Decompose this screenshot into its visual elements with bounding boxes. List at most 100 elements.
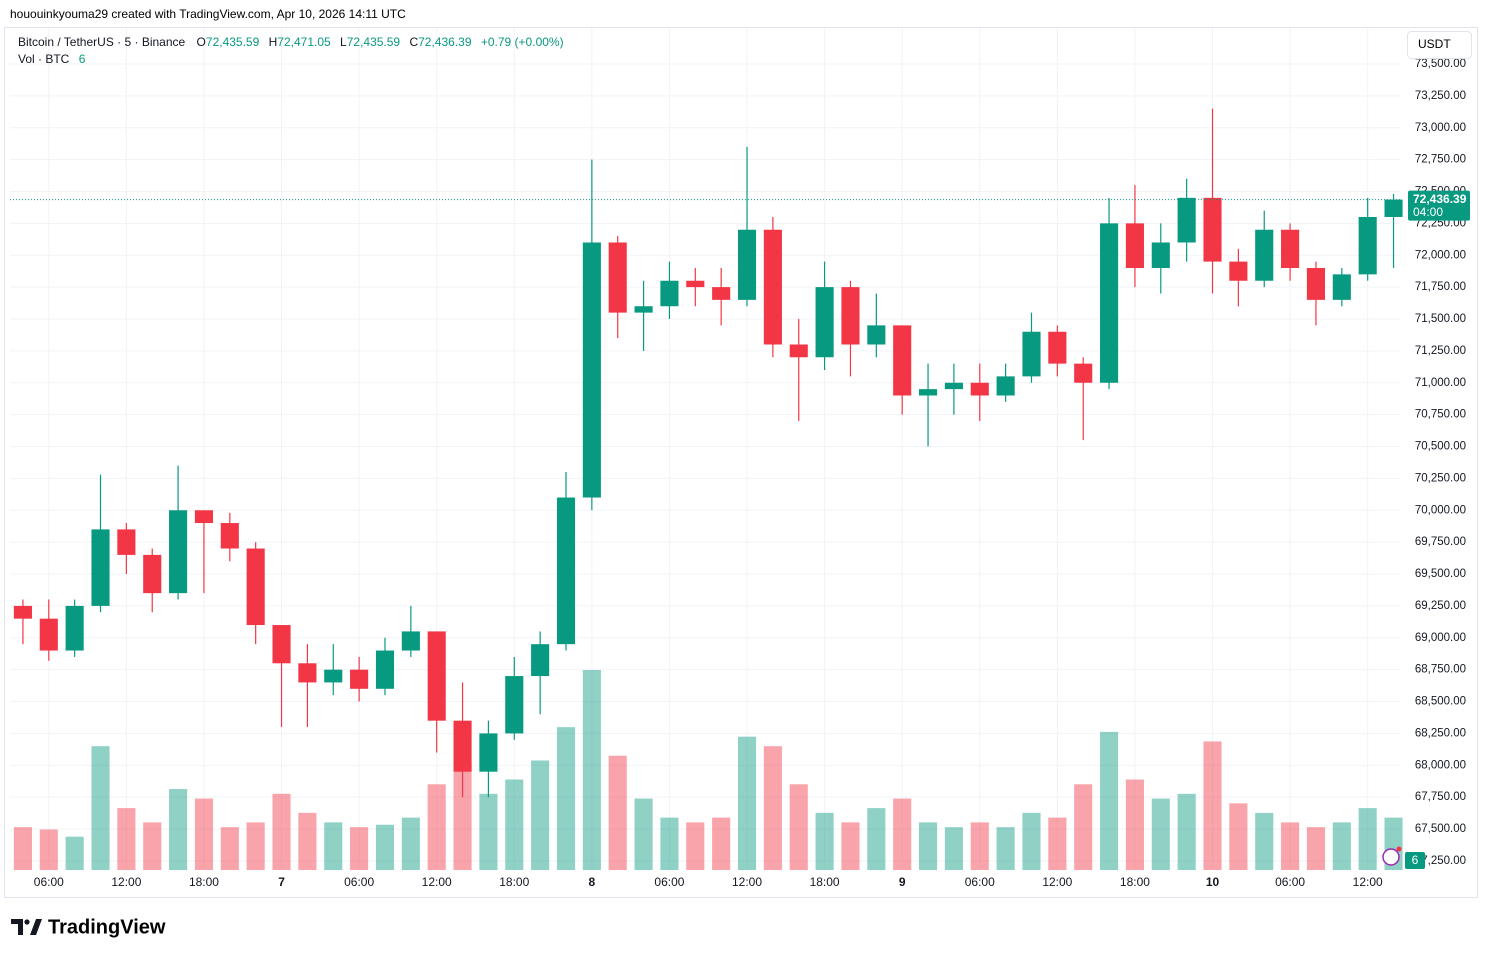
y-tick-label: 71,500.00 <box>1415 313 1466 325</box>
candle-body <box>634 306 653 313</box>
volume-bar <box>1203 741 1222 870</box>
close-label: C <box>409 35 419 49</box>
volume-bar <box>763 746 782 870</box>
volume-bar <box>1100 731 1119 870</box>
candle-body <box>1358 216 1377 275</box>
volume-bar <box>39 829 58 870</box>
close-value: 72,436.39 <box>418 35 472 49</box>
candle-body <box>246 548 265 626</box>
candle-body <box>660 280 679 307</box>
candle-body <box>220 523 239 549</box>
candle-body <box>91 529 110 606</box>
volume-bar <box>13 827 32 870</box>
footer-logo <box>11 919 42 935</box>
volume-bar <box>143 822 162 870</box>
volume-bar <box>608 755 627 870</box>
volume-bar <box>65 836 84 870</box>
footer-brand: TradingView <box>48 916 166 938</box>
x-tick-label: 18:00 <box>189 875 219 889</box>
candle-body <box>1255 229 1274 281</box>
candle-body <box>117 529 136 555</box>
volume-bar <box>1125 779 1144 870</box>
candle-body <box>375 650 395 689</box>
volume-bar <box>1151 798 1170 870</box>
alert-dot <box>1396 846 1402 852</box>
candle-body <box>918 389 938 396</box>
candle-body <box>1229 261 1248 281</box>
x-tick-label: 12:00 <box>732 875 762 889</box>
candle-body <box>350 669 369 689</box>
candle-body <box>789 344 808 358</box>
y-tick-label: 69,500.00 <box>1415 568 1466 580</box>
candle-body <box>1100 223 1119 383</box>
candle-body <box>893 325 912 396</box>
low-value: 72,435.59 <box>346 35 401 49</box>
x-tick-label: 06:00 <box>344 875 374 889</box>
y-tick-label: 70,750.00 <box>1415 409 1466 421</box>
caption: hououinkyouma29 created with TradingView… <box>10 7 406 21</box>
x-tick-label: 12:00 <box>1042 875 1072 889</box>
volume-bar <box>1332 822 1351 870</box>
candle-body <box>970 382 989 396</box>
last-price-label: 72,436.39 <box>1413 192 1467 206</box>
change-value: +0.79 (+0.00%) <box>480 35 564 49</box>
x-tick-label: 8 <box>589 875 596 889</box>
candle-body <box>1203 197 1222 262</box>
volume-bar <box>582 670 601 870</box>
y-tick-label: 69,000.00 <box>1415 632 1466 644</box>
candle-body <box>427 631 446 721</box>
open-value: 72,435.59 <box>205 35 260 49</box>
y-tick-label: 69,250.00 <box>1415 600 1466 612</box>
candle-body <box>1281 229 1300 268</box>
x-tick-label: 18:00 <box>1120 875 1150 889</box>
symbol-title: Bitcoin / TetherUS · 5 · Binance <box>18 35 186 49</box>
candle-body <box>479 733 498 772</box>
volume-bar <box>505 779 524 870</box>
candle-body <box>1306 267 1326 300</box>
x-tick-label: 12:00 <box>422 875 452 889</box>
y-tick-label: 68,750.00 <box>1415 664 1466 676</box>
volume-bar <box>944 827 963 870</box>
high-label: H <box>268 35 278 49</box>
x-tick-label: 06:00 <box>1275 875 1305 889</box>
candle-body <box>39 618 58 651</box>
y-tick-label: 73,250.00 <box>1415 90 1466 102</box>
candle-body <box>944 382 963 390</box>
x-tick-label: 12:00 <box>1353 875 1383 889</box>
volume-label: Vol · BTC <box>18 52 70 66</box>
y-tick-label: 71,000.00 <box>1415 377 1466 389</box>
candle-body <box>686 280 705 288</box>
candle-body <box>505 676 524 734</box>
volume-bar <box>1306 827 1326 870</box>
volume-bar <box>970 822 989 870</box>
candle-body <box>996 376 1015 396</box>
candle-body <box>582 242 601 498</box>
y-tick-label: 71,250.00 <box>1415 345 1466 357</box>
volume-bar <box>867 808 886 870</box>
candle-body <box>737 229 757 300</box>
volume-bar <box>841 822 860 870</box>
volume-bar <box>1074 784 1093 870</box>
y-tick-label: 70,500.00 <box>1415 441 1466 453</box>
candle-body <box>1074 363 1093 383</box>
x-tick-label: 06:00 <box>34 875 64 889</box>
y-tick-label: 68,500.00 <box>1415 696 1466 708</box>
volume-bar <box>91 746 110 870</box>
alert-icon[interactable] <box>1382 848 1400 866</box>
y-tick-label: 73,500.00 <box>1415 58 1466 70</box>
volume-bar <box>427 784 446 870</box>
y-tick-label: 68,000.00 <box>1415 759 1466 771</box>
candle-body <box>272 625 291 664</box>
candle-body <box>169 510 188 594</box>
volume-bar <box>1255 812 1274 870</box>
candle-body <box>298 663 317 683</box>
volume-bar <box>660 817 679 870</box>
volume-bar <box>169 789 188 870</box>
high-value: 72,471.05 <box>277 35 331 49</box>
candle-body <box>453 720 472 772</box>
candle-body <box>815 287 834 358</box>
currency-button[interactable] <box>1407 31 1472 59</box>
volume-bar <box>893 798 912 870</box>
